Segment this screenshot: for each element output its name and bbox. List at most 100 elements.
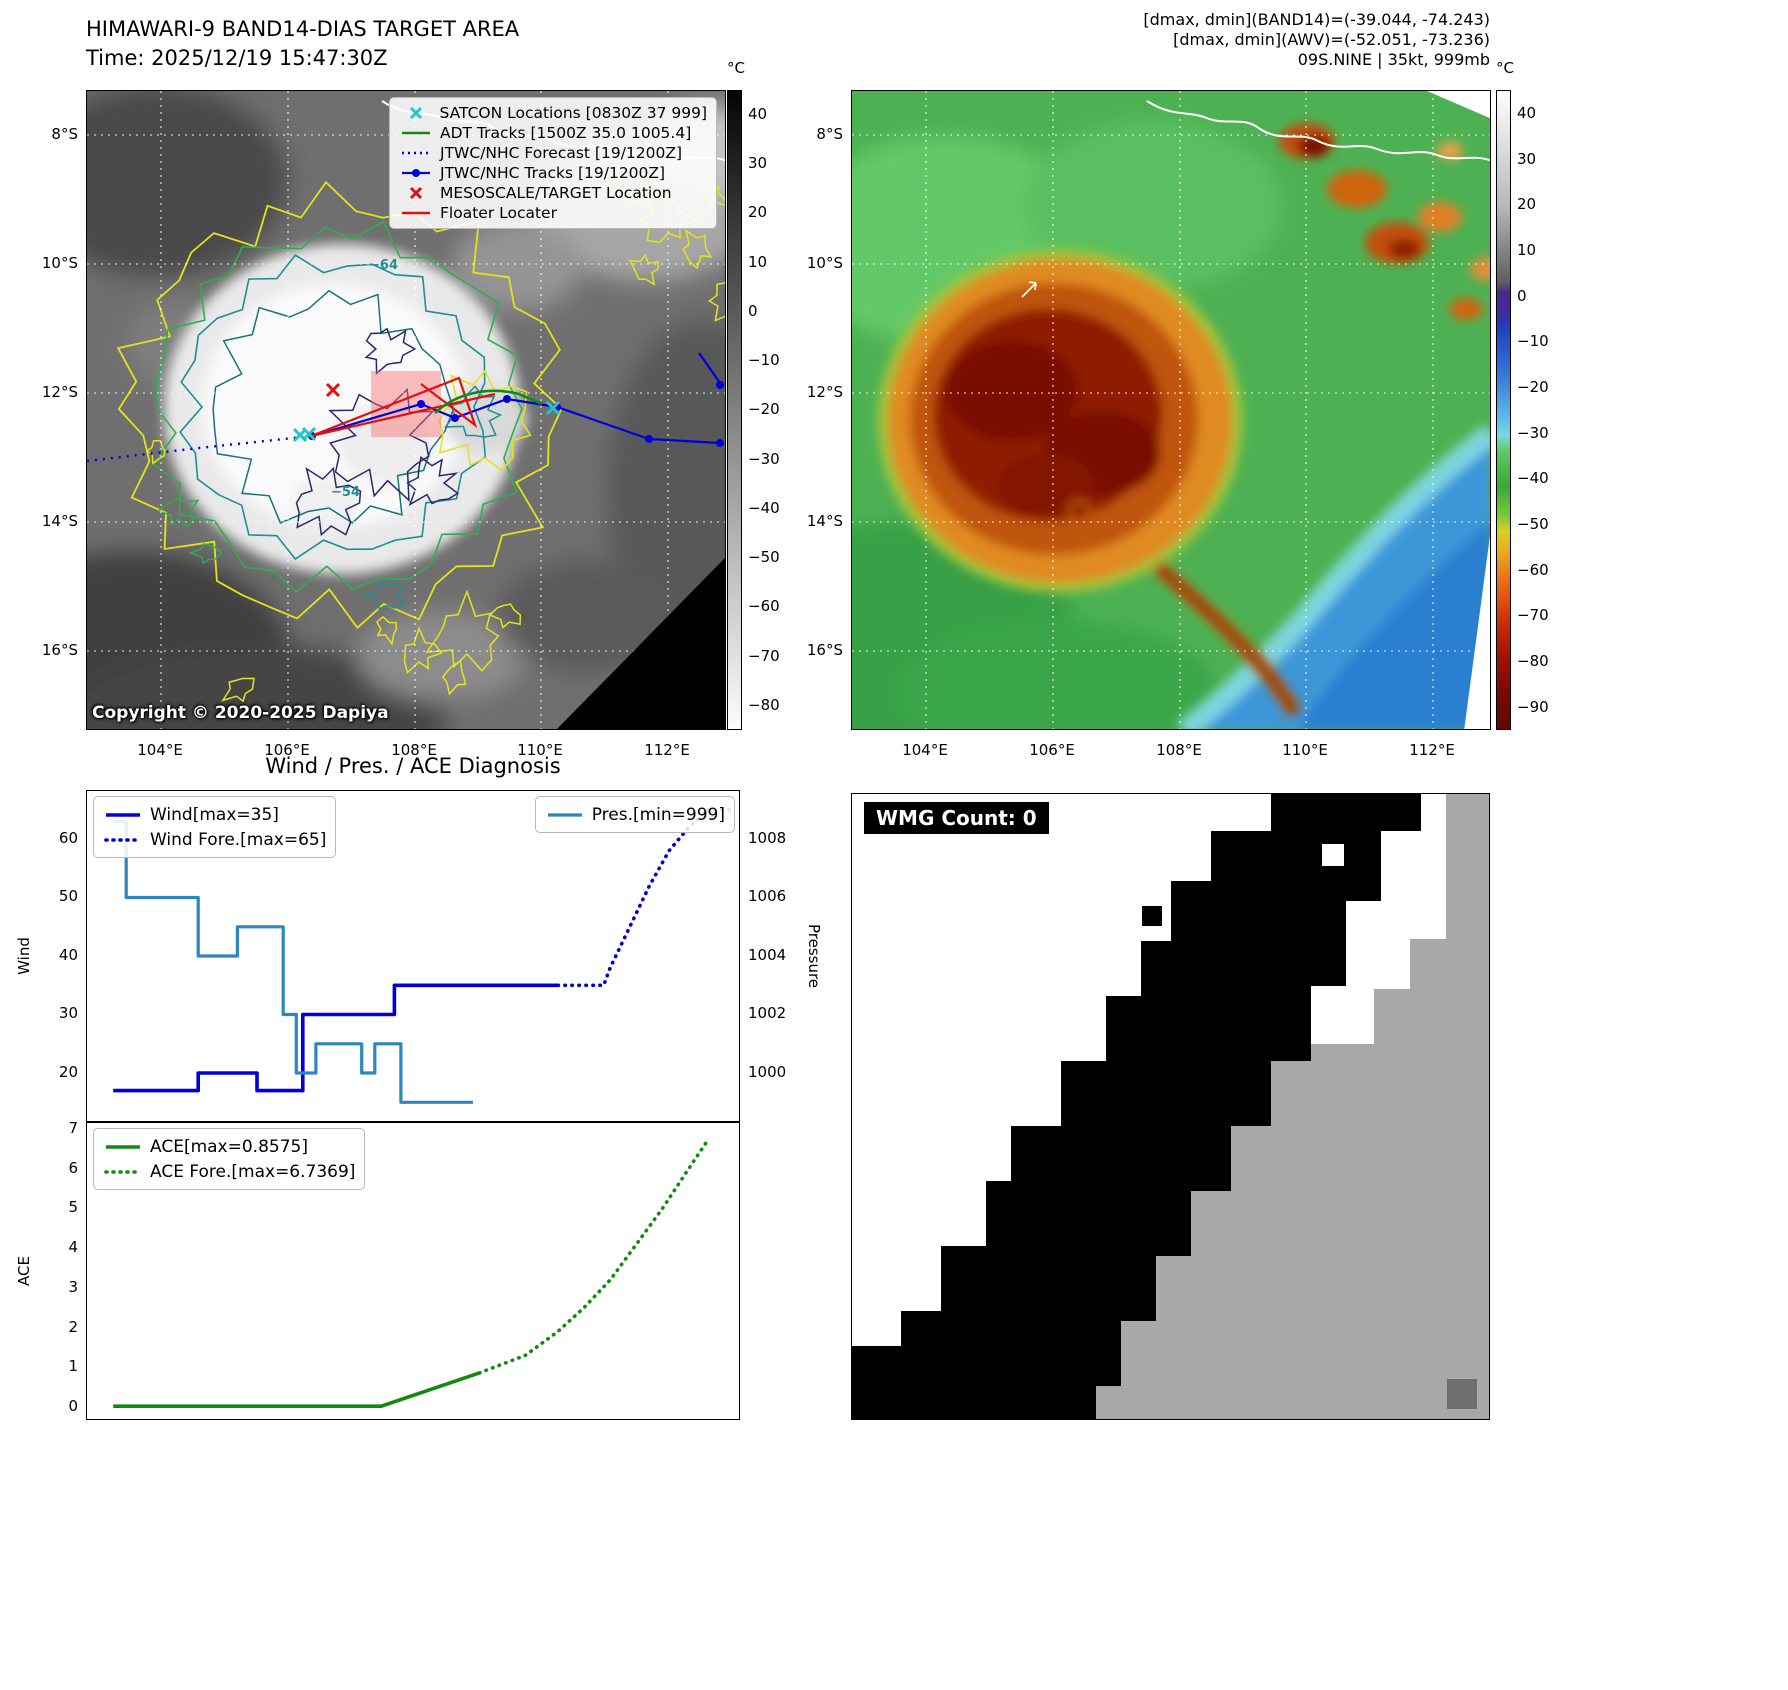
cold-core [877,249,1302,718]
lat-tick: 8°S [816,125,843,143]
contour-ring [682,229,713,270]
cb1-tick: −60 [748,597,780,615]
cb1-tick: −80 [748,696,780,714]
line-icon [402,131,430,135]
wind-legend: Wind[max=35] Wind Fore.[max=65] [93,796,337,858]
wmg-count-label: WMG Count: 0 [864,802,1049,834]
legend-label: Pres.[min=999] [591,804,725,825]
cb2-tick: −20 [1517,378,1549,396]
pressure-legend: Pres.[min=999] [534,796,735,833]
lat-tick: 12°S [41,383,78,401]
dotted-line-icon [402,151,430,155]
band14-map-panel: −64 −54 SATCON Locations [0830Z 37 999] … [86,90,726,730]
lon-tick: 106°E [1029,741,1075,759]
dmax-dmin-awv: [dmax, dmin](AWV)=(-52.051, -73.236) [1173,30,1490,49]
lat-tick: 14°S [41,512,78,530]
wind-ytick: 50 [58,887,78,905]
contour-ring [221,677,255,703]
series-wind-fore-max-65- [556,807,737,988]
series-ace-fore-max-6-7369- [477,1137,711,1375]
cb2-tick: −10 [1517,332,1549,350]
contour-ring [376,615,398,646]
legend-label: ADT Tracks [1500Z 35.0 1005.4] [440,124,692,142]
ace-legend-item: ACE[max=0.8575] [103,1134,355,1159]
legend-label: JTWC/NHC Tracks [19/1200Z] [440,164,666,182]
panel1-title: HIMAWARI-9 BAND14-DIAS TARGET AREA [86,17,520,41]
ace-ytick: 3 [68,1278,78,1296]
enhanced-colorbar-unit: °C [1496,59,1514,77]
adt-track-line [434,389,543,414]
warm-cloud-blue-region [1177,424,1490,729]
cb1-tick: 20 [748,203,768,221]
charts-section-title: Wind / Pres. / ACE Diagnosis [265,754,561,778]
cb2-tick: 10 [1517,241,1537,259]
cb2-tick: −60 [1517,561,1549,579]
ace-axis-label: ACE [15,1256,33,1286]
wmg-black-region [852,794,1421,1419]
jtwc-forecast-line [87,434,313,463]
latlon-grid [852,91,1490,729]
cb1-tick: −40 [748,499,780,517]
ace-legend: ACE[max=0.8575] ACE Fore.[max=6.7369] [93,1128,366,1190]
cb2-tick: 30 [1517,150,1537,168]
legend-label: ACE[max=0.8575] [150,1136,308,1157]
cb1-tick: −10 [748,351,780,369]
cb1-tick: −70 [748,647,780,665]
map-legend: SATCON Locations [0830Z 37 999] ADT Trac… [389,97,717,229]
contour-ring [441,659,467,696]
contour-ring [708,282,725,322]
pres-legend-item: Pres.[min=999] [545,802,725,827]
storm-id-intensity: 09S.NINE | 35kt, 999mb [1297,50,1490,69]
cb1-tick: 0 [748,302,758,320]
wmg-gray-region [1096,794,1489,1419]
cb2-tick: −50 [1517,515,1549,533]
wmg-white-speck [1322,844,1344,866]
pressure-ytick: 1008 [748,829,787,847]
lat-tick: 16°S [41,641,78,659]
wmg-black-speck [1142,906,1162,926]
contour-ring [152,220,523,594]
wmg-darkgray-speck [1447,1379,1477,1409]
ace-ytick: 0 [68,1397,78,1415]
solid-line-icon [106,1144,140,1149]
cold-cloud-shield [164,244,527,574]
ace-plot [113,1137,711,1409]
ace-ytick: 5 [68,1198,78,1216]
legend-label: Wind[max=35] [150,804,279,825]
copyright-text: Copyright © 2020-2025 Dapiya [92,703,389,723]
solid-line-icon [106,812,140,817]
satcon-markers [292,400,561,443]
band14-colorbar [727,90,742,730]
panel2-header: [dmax, dmin](BAND14)=(-39.044, -74.243) … [1143,10,1490,70]
enhanced-ir-map-panel [851,90,1491,730]
cb1-tick: 10 [748,253,768,271]
line-dot-icon [402,169,430,177]
lon-tick: 104°E [137,741,183,759]
legend-item-jtwc-forecast: JTWC/NHC Forecast [19/1200Z] [399,143,707,163]
pressure-ytick: 1004 [748,946,787,964]
series-ace-max-0-8575- [113,1371,480,1409]
cb2-tick: −40 [1517,469,1549,487]
no-data-wedge [556,558,725,729]
series-pres-min-999- [113,819,473,1104]
floater-locater-line-2 [310,392,496,438]
cb2-tick: −70 [1517,606,1549,624]
contour-label-outer: −64 [369,258,398,273]
cb1-tick: 40 [748,105,768,123]
legend-label: JTWC/NHC Forecast [19/1200Z] [440,144,683,162]
band14-colorbar-unit: °C [727,59,745,77]
wind-legend-item: Wind[max=35] [103,802,326,827]
cb2-tick: 40 [1517,104,1537,122]
wind-fore-legend-item: Wind Fore.[max=65] [103,827,326,852]
outer-convection-spots [1279,123,1490,320]
wind-ytick: 60 [58,829,78,847]
lon-tick: 110°E [517,741,563,759]
target-x-icon [409,186,423,200]
pressure-ytick: 1006 [748,887,787,905]
solid-line-icon [547,812,582,817]
wmg-mask-image [852,794,1489,1419]
mesoscale-target-marker [325,382,341,398]
lon-tick: 104°E [902,741,948,759]
legend-label: Floater Locater [440,204,557,222]
